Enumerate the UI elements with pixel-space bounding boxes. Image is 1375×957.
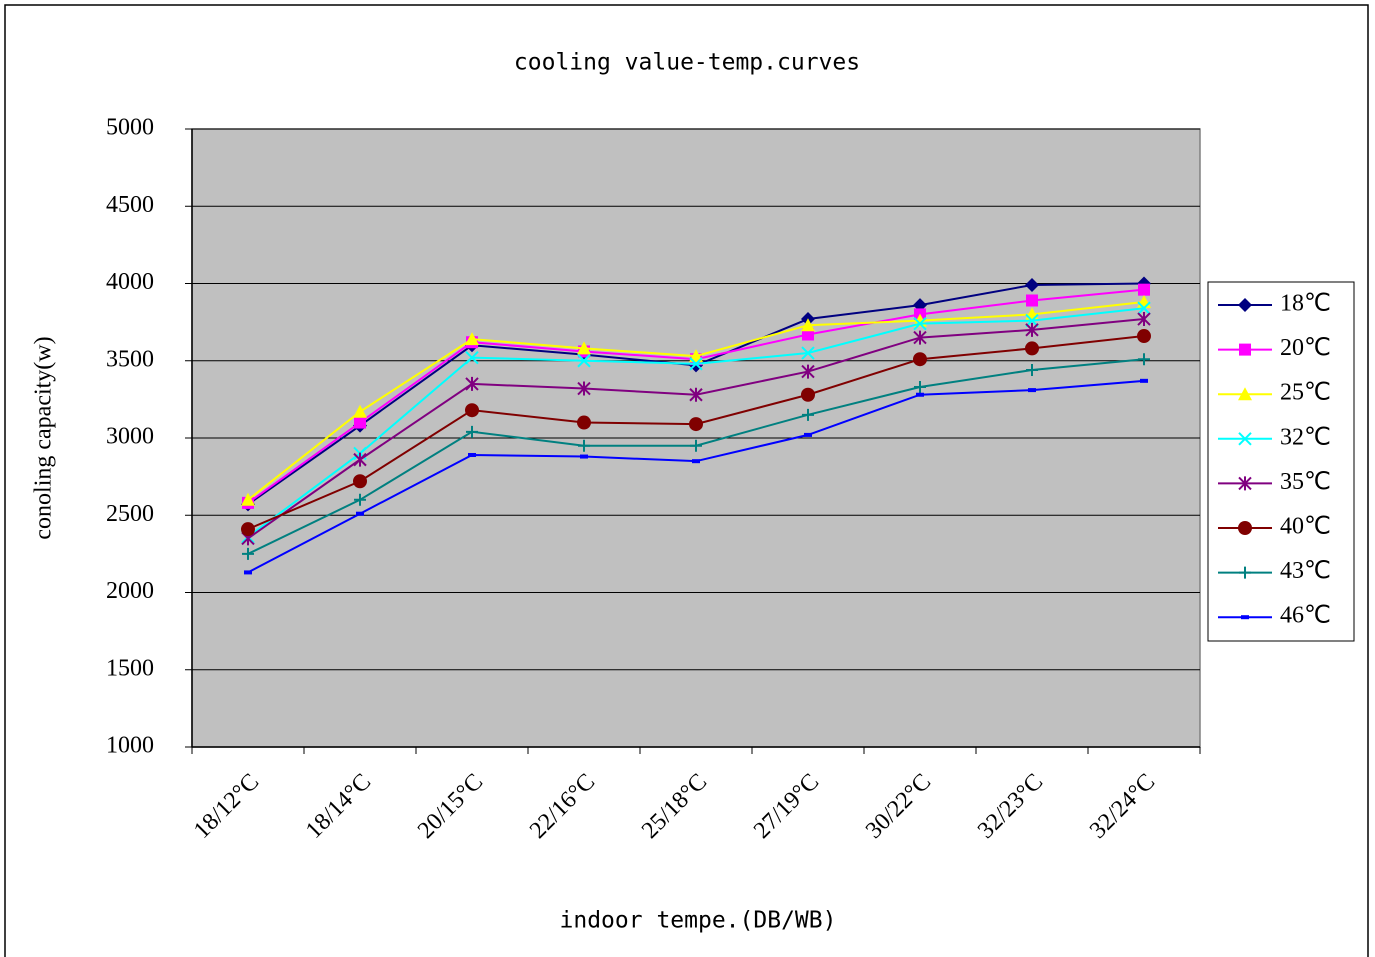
y-tick-label: 4500 xyxy=(106,192,154,218)
data-point xyxy=(465,376,479,391)
data-point xyxy=(241,492,255,506)
data-point xyxy=(468,452,476,457)
data-point xyxy=(913,330,927,345)
data-point xyxy=(1137,301,1151,315)
data-point xyxy=(1137,329,1151,344)
data-point xyxy=(577,415,591,430)
y-tick-label: 3500 xyxy=(106,346,154,372)
data-point xyxy=(689,387,703,402)
y-tick-label: 3000 xyxy=(106,424,154,450)
data-point xyxy=(241,522,255,537)
legend-label: 20℃ xyxy=(1280,335,1331,361)
data-point xyxy=(580,454,588,459)
y-tick-label: 4000 xyxy=(106,269,154,295)
y-tick-label: 1500 xyxy=(106,655,154,681)
data-point xyxy=(1025,322,1039,337)
data-point xyxy=(801,387,815,402)
data-point xyxy=(353,452,367,467)
data-point xyxy=(242,547,254,560)
data-point xyxy=(354,416,366,429)
data-point xyxy=(465,332,479,346)
data-point xyxy=(801,364,815,379)
data-point xyxy=(466,425,478,438)
legend-marker xyxy=(1239,343,1251,356)
data-point xyxy=(690,439,702,452)
legend-label: 32℃ xyxy=(1280,424,1331,450)
data-point xyxy=(577,354,591,368)
legend-label: 35℃ xyxy=(1280,469,1331,495)
data-point xyxy=(1026,294,1038,307)
chart-title: cooling value-temp.curves xyxy=(514,50,860,76)
legend-marker xyxy=(1238,387,1252,401)
x-axis-label: indoor tempe.(DB/WB) xyxy=(560,908,837,934)
legend-marker xyxy=(1241,615,1249,620)
legend-label: 43℃ xyxy=(1280,558,1331,584)
data-point xyxy=(801,318,815,332)
y-axis-label: conoling capacity(w) xyxy=(31,336,57,539)
legend-label: 40℃ xyxy=(1280,514,1331,540)
data-point xyxy=(802,328,814,341)
data-point xyxy=(804,432,812,437)
data-point xyxy=(914,381,926,394)
data-point xyxy=(353,404,367,418)
data-point xyxy=(913,352,927,367)
data-point xyxy=(577,381,591,396)
data-point xyxy=(1138,353,1150,366)
legend-label: 18℃ xyxy=(1280,291,1331,317)
y-tick-label: 2500 xyxy=(106,501,154,527)
data-point xyxy=(244,570,252,575)
data-point xyxy=(916,392,924,397)
y-tick-label: 1000 xyxy=(106,733,154,759)
legend-marker xyxy=(1238,432,1252,446)
data-point xyxy=(465,403,479,418)
legend-marker xyxy=(1238,476,1252,491)
data-point xyxy=(692,459,700,464)
data-point xyxy=(689,417,703,432)
legend-marker xyxy=(1238,298,1252,312)
data-point xyxy=(356,511,364,516)
data-point xyxy=(1137,312,1151,327)
data-point xyxy=(465,350,479,365)
data-point xyxy=(689,357,703,371)
data-point xyxy=(578,439,590,452)
legend-label: 25℃ xyxy=(1280,380,1331,406)
data-point xyxy=(1140,378,1148,383)
data-point xyxy=(1138,283,1150,296)
data-point xyxy=(689,349,703,363)
y-tick-label: 5000 xyxy=(106,115,154,141)
legend-marker xyxy=(1239,566,1251,579)
data-point xyxy=(1025,341,1039,356)
data-point xyxy=(802,408,814,421)
data-point xyxy=(1026,364,1038,377)
legend xyxy=(1207,281,1355,642)
data-point xyxy=(913,316,927,331)
data-point xyxy=(1025,278,1039,293)
data-point xyxy=(1028,388,1036,393)
data-point xyxy=(801,346,815,360)
data-point xyxy=(354,493,366,506)
legend-marker xyxy=(1238,521,1252,535)
data-point xyxy=(577,341,591,355)
data-point xyxy=(353,474,367,489)
legend-label: 46℃ xyxy=(1280,603,1331,629)
y-tick-label: 2000 xyxy=(106,578,154,604)
